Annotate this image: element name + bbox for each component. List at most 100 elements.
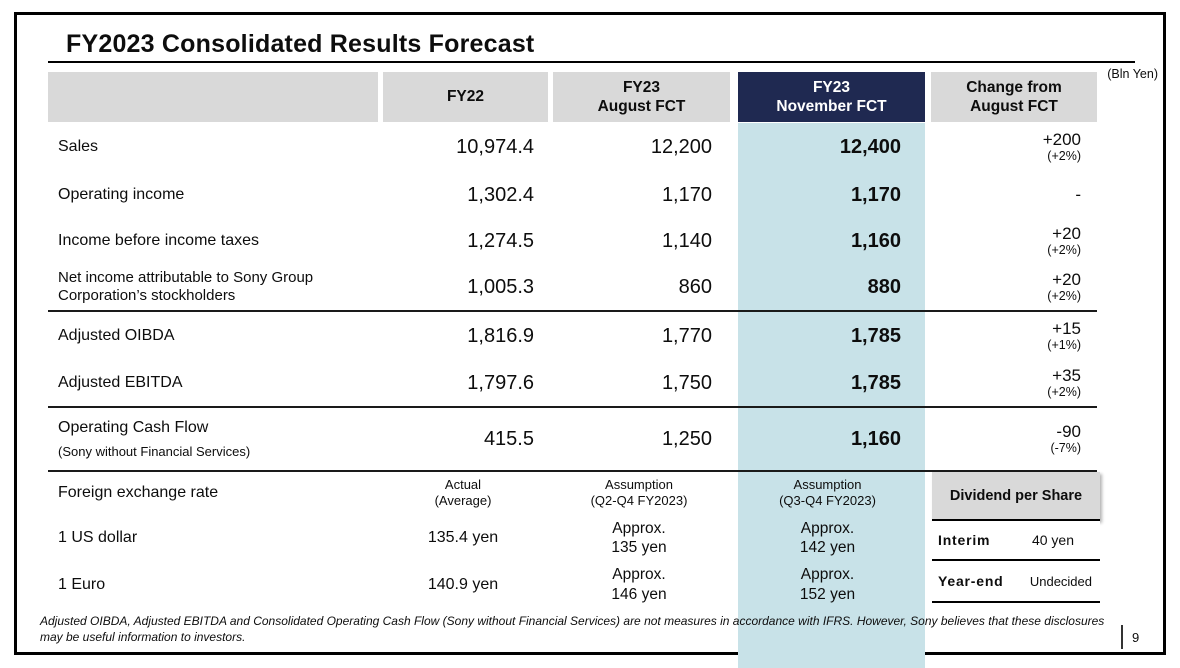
row-label: 1 US dollar [58, 529, 138, 546]
header-cell-november-fct: FY23 November FCT [738, 72, 925, 122]
table-row-fx-header: Foreign exchange rate Actual (Average) A… [48, 472, 1097, 514]
change-value: +20 [1052, 223, 1081, 243]
fx-header-fy22: Actual (Average) [378, 472, 548, 514]
fx-header-line2: (Q3-Q4 FY2023) [779, 493, 876, 508]
table-row-operating-cash-flow: Operating Cash Flow (Sony without Financ… [48, 408, 1097, 470]
fx-header-line2: (Q2-Q4 FY2023) [590, 493, 688, 508]
cell-change: +35 (+2%) [925, 360, 1097, 406]
dividend-yearend-label: Year-end [938, 573, 1004, 589]
dividend-per-share-box: Dividend per Share Interim 40 yen Year-e… [932, 472, 1100, 603]
cell-august-fct: Approx. 146 yen [548, 562, 730, 607]
table-row-operating-income: Operating income 1,302.4 1,170 1,170 - [48, 172, 1097, 218]
change-value: +20 [1052, 269, 1081, 289]
header-cell-empty [48, 72, 378, 122]
cell-november-fct: Approx. 152 yen [730, 562, 925, 607]
table-row-adjusted-ebitda: Adjusted EBITDA 1,797.6 1,750 1,785 +35 … [48, 360, 1097, 406]
row-label: Operating Cash Flow (Sony without Financ… [48, 408, 378, 470]
header-aug-line1: FY23 [622, 78, 661, 96]
fx-rate: 152 yen [799, 585, 856, 603]
change-percent: (+2%) [1047, 243, 1081, 258]
change-percent: (+2%) [1047, 149, 1081, 164]
cell-november-fct: 880 [867, 275, 901, 298]
fx-rate: 142 yen [799, 539, 856, 556]
fx-approx: Approx. [800, 519, 855, 537]
dividend-yearend-value: Undecided [1029, 573, 1092, 589]
cell-november-fct: 1,160 [850, 229, 901, 252]
change-value: - [1075, 185, 1081, 205]
cell-fy22: 1,302.4 [467, 183, 534, 206]
fx-header-november: Assumption (Q3-Q4 FY2023) [730, 472, 925, 514]
dividend-row-interim: Interim 40 yen [932, 521, 1100, 561]
cell-august-fct: 1,250 [661, 427, 712, 450]
dividend-row-yearend: Year-end Undecided [932, 561, 1100, 603]
table-row-income-before-taxes: Income before income taxes 1,274.5 1,140… [48, 218, 1097, 264]
cell-fy22: 135.4 yen [427, 529, 499, 546]
header-nov-line1: FY23 [812, 78, 851, 96]
table-row-net-income: Net income attributable to Sony Group Co… [48, 264, 1097, 310]
row-label-sub: (Sony without Financial Services) [58, 444, 251, 459]
cell-change: -90 (-7%) [925, 408, 1097, 470]
table-row-euro: 1 Euro 140.9 yen Approx. 146 yen Approx.… [48, 562, 1097, 607]
cell-november-fct: 1,170 [850, 183, 901, 206]
dividend-interim-label: Interim [938, 532, 991, 548]
table-row-us-dollar: 1 US dollar 135.4 yen Approx. 135 yen Ap… [48, 514, 1097, 562]
row-label: 1 Euro [58, 575, 106, 593]
header-aug-line2: August FCT [597, 98, 686, 115]
change-value: +35 [1052, 365, 1081, 385]
dividend-interim-value: 40 yen [1031, 532, 1074, 548]
row-label: Foreign exchange rate [58, 484, 219, 501]
section-divider [48, 310, 1097, 312]
row-label: Income before income taxes [58, 232, 259, 249]
fx-header-line1: Assumption [793, 476, 862, 492]
cell-fy22: 10,974.4 [456, 135, 534, 158]
row-label: Net income attributable to Sony Group Co… [58, 269, 314, 304]
unit-label: (Bln Yen) [1107, 67, 1158, 81]
header-fy22-line1: FY22 [446, 88, 485, 106]
section-divider [48, 470, 1097, 472]
cell-change: +15 (+1%) [925, 312, 1097, 360]
fx-header-line2: (Average) [434, 493, 492, 508]
cell-change: +200 (+2%) [925, 122, 1097, 172]
footnote: Adjusted OIBDA, Adjusted EBITDA and Cons… [40, 614, 1105, 644]
cell-change: - [925, 172, 1097, 218]
change-value: +200 [1042, 129, 1081, 149]
header-chg-line2: August FCT [970, 98, 1058, 115]
cell-august-fct: Approx. 135 yen [548, 514, 730, 562]
section-divider [48, 406, 1097, 408]
row-label: Adjusted EBITDA [58, 374, 183, 391]
title-underline [48, 61, 1135, 63]
fx-header-august: Assumption (Q2-Q4 FY2023) [548, 472, 730, 514]
fx-header-line1: Assumption [605, 476, 673, 492]
row-label: Adjusted OIBDA [58, 327, 175, 344]
slide-border [14, 12, 1166, 655]
dividend-title: Dividend per Share [932, 472, 1100, 521]
header-chg-line1: Change from [966, 78, 1062, 96]
cell-november-fct: Approx. 142 yen [730, 514, 925, 562]
change-percent: (+2%) [1047, 289, 1081, 304]
cell-fy22: 1,797.6 [467, 371, 534, 394]
cell-august-fct: 12,200 [650, 135, 712, 158]
cell-november-fct: 1,785 [850, 324, 901, 347]
page-number: 9 [1132, 630, 1140, 645]
header-cell-august-fct: FY23 August FCT [553, 72, 730, 122]
fx-approx: Approx. [800, 566, 855, 584]
table-row-adjusted-oibda: Adjusted OIBDA 1,816.9 1,770 1,785 +15 (… [48, 312, 1097, 360]
cell-november-fct: 1,160 [850, 427, 901, 450]
cell-august-fct: 1,770 [661, 324, 712, 347]
table-rows: Sales 10,974.4 12,200 12,400 +200 (+2%) … [48, 122, 1097, 607]
november-fct-highlight-column [738, 123, 925, 668]
cell-august-fct: 1,750 [661, 371, 712, 394]
cell-fy22: 1,005.3 [467, 275, 534, 298]
change-value: +15 [1052, 318, 1081, 338]
cell-fy22: 140.9 yen [427, 575, 499, 593]
cell-change: +20 (+2%) [925, 218, 1097, 264]
row-label-main: Operating Cash Flow [58, 419, 209, 436]
cell-change: +20 (+2%) [925, 264, 1097, 310]
page-number-divider [1121, 625, 1123, 649]
table-row-sales: Sales 10,974.4 12,200 12,400 +200 (+2%) [48, 122, 1097, 172]
cell-fy22: 415.5 [483, 427, 534, 450]
cell-november-fct: 1,785 [850, 371, 901, 394]
cell-november-fct: 12,400 [839, 135, 901, 158]
page-title: FY2023 Consolidated Results Forecast [66, 30, 535, 58]
